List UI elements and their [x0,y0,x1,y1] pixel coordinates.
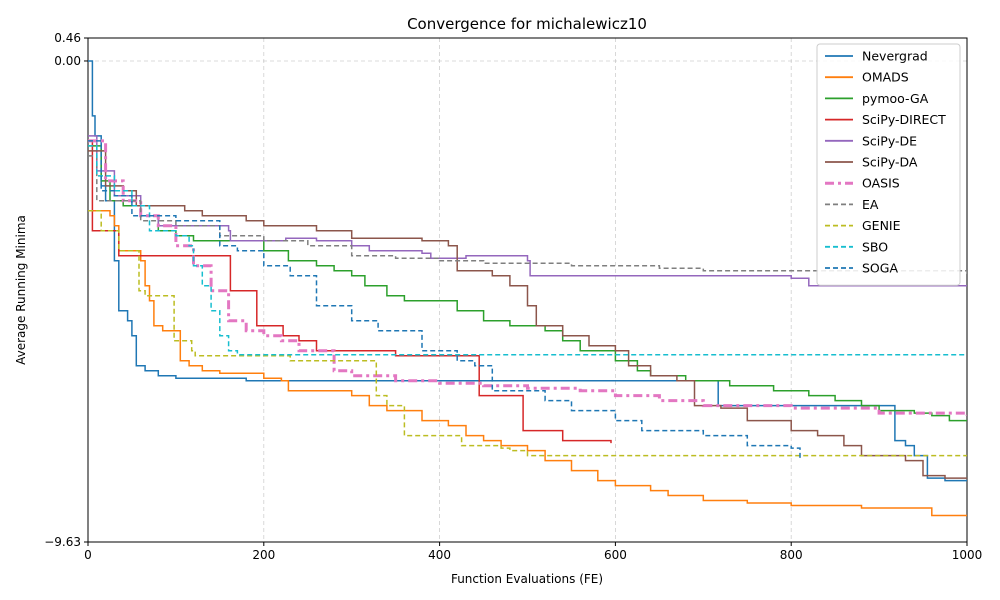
y-tick-label: −9.63 [44,535,81,549]
y-tick-label: 0.00 [54,54,81,68]
x-tick-label: 800 [780,548,803,562]
legend-label: SOGA [862,261,898,276]
x-tick-label: 600 [604,548,627,562]
series-line-scipy-da [88,150,967,479]
x-tick-label: 200 [252,548,275,562]
series-line-sbo [88,145,967,356]
legend-label: OASIS [862,176,900,191]
legend-label: Nevergrad [862,49,928,64]
legend-label: SciPy-DE [862,133,917,148]
series-layer [88,60,967,517]
legend-label: SciPy-DIRECT [862,112,946,127]
x-tick-label: 1000 [952,548,983,562]
legend-label: EA [862,197,879,212]
legend-label: pymoo-GA [862,91,929,106]
series-line-scipy-direct [88,140,612,444]
tick-labels: 0 200 400 600 800 1000 0.46 0.00 −9.63 [44,31,982,562]
y-axis-label: Average Running Minima [14,215,28,365]
series-line-genie [88,210,967,457]
legend: Nevergrad OMADS pymoo-GA SciPy-DIRECT SciPy-… [816,43,961,286]
legend-label: SBO [862,239,888,254]
y-tick-label: 0.46 [54,31,81,45]
legend-label: GENIE [862,218,901,233]
series-line-oasis [88,139,967,416]
x-tick-label: 400 [428,548,451,562]
series-line-omads [88,210,967,517]
chart-title: Convergence for michalewicz10 [407,15,647,33]
legend-label: OMADS [862,70,909,85]
x-axis-label: Function Evaluations (FE) [451,572,603,586]
series-line-ea [88,155,967,276]
plot-frame [87,37,968,543]
legend-label: SciPy-DA [862,155,918,170]
x-tick-label: 0 [84,548,92,562]
axes-frame [87,37,968,543]
